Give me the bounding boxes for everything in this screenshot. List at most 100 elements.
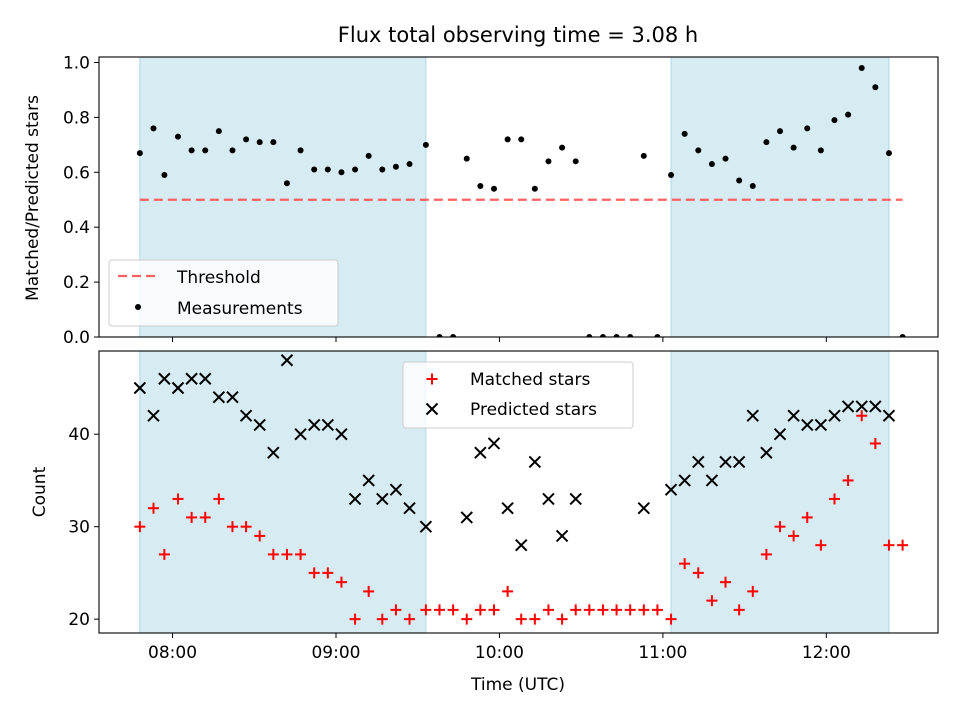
legend-predicted-label: Predicted stars (470, 400, 597, 420)
predicted-point (515, 538, 528, 552)
measurement-point (695, 147, 702, 154)
matched-point (349, 613, 361, 625)
predicted-point (501, 501, 514, 515)
matched-point (679, 558, 691, 570)
predicted-point (185, 372, 198, 385)
matched-point (624, 604, 636, 616)
matched-point (856, 410, 868, 422)
x-tick-label: 12:00 (802, 643, 851, 663)
measurement-point (777, 128, 784, 135)
measurement-point (586, 334, 593, 337)
matched-point (665, 613, 677, 625)
measurement-point (297, 147, 304, 154)
matched-point (447, 604, 459, 616)
measurement-point (463, 155, 470, 162)
predicted-point (841, 400, 855, 413)
y-tick-label: 0.8 (63, 108, 90, 128)
predicted-point (133, 381, 147, 395)
measurement-point (599, 334, 606, 337)
matched-point (308, 567, 320, 579)
measurement-point (627, 334, 634, 337)
legend-predicted-swatch (425, 402, 439, 416)
measurement-point (899, 334, 906, 337)
measurement-point (668, 172, 675, 179)
predicted-point (321, 418, 335, 432)
predicted-point (882, 409, 896, 422)
predicted-point (460, 511, 473, 524)
measurement-point (422, 141, 429, 148)
measurement-point (858, 64, 865, 71)
x-tick-label: 10:00 (475, 643, 524, 663)
predicted-point (376, 492, 389, 506)
axes-frame (98, 350, 939, 634)
matched-point (335, 576, 347, 588)
measurement-point (681, 130, 688, 137)
matched-point (461, 613, 473, 625)
measurement-point (804, 125, 811, 132)
measurement-point (256, 139, 263, 146)
matched-point (515, 613, 527, 625)
measurement-point (640, 152, 647, 159)
y-tick-label: 0.6 (63, 163, 90, 183)
matched-point (488, 604, 500, 616)
measurement-point (708, 161, 715, 168)
x-tick-label: 09:00 (311, 643, 360, 663)
matched-point (733, 604, 745, 616)
predicted-point (855, 400, 868, 413)
predicted-point (147, 409, 160, 422)
predicted-point (487, 437, 501, 450)
matched-point (747, 585, 759, 597)
matched-point (583, 604, 595, 616)
matched-point (788, 530, 800, 542)
measurement-point (379, 166, 386, 173)
predicted-point (239, 409, 253, 422)
predicted-point (474, 446, 487, 459)
measurement-point (572, 158, 579, 165)
matched-point (199, 511, 211, 523)
legend-matched-swatch (426, 373, 438, 385)
matched-point (502, 585, 514, 597)
measurement-point (817, 147, 824, 154)
measurement-point (436, 334, 443, 337)
matched-point (226, 521, 238, 533)
bottom-xlabel: Time (UTC) (470, 675, 565, 695)
matched-point (134, 521, 146, 533)
legend-box (108, 259, 339, 327)
predicted-point (664, 483, 678, 496)
predicted-point (705, 474, 719, 487)
legend-matched-label: Matched stars (470, 370, 590, 390)
matched-point (706, 595, 718, 607)
predicted-point (801, 418, 814, 432)
measurement-point (504, 136, 511, 143)
bottom-panel: 20 30 40 08:00 09:00 10:00 11:00 12:00 Matched s… (68, 350, 939, 663)
measurement-point (490, 185, 497, 192)
y-tick-label: 0.0 (63, 328, 90, 348)
measurement-point (215, 128, 222, 135)
x-tick-label: 11:00 (638, 643, 687, 663)
predicted-point (542, 492, 555, 506)
measurement-point (188, 147, 195, 154)
measurement-point (477, 183, 484, 190)
predicted-point (732, 455, 746, 469)
chart-title: Flux total observing time = 3.08 h (338, 23, 698, 47)
matched-point (213, 493, 225, 505)
matched-point (638, 604, 650, 616)
legend-measurement-label: Measurements (177, 299, 303, 319)
predicted-point (267, 446, 280, 459)
matched-point (883, 539, 895, 551)
predicted-point (171, 381, 185, 395)
matched-point (774, 521, 786, 533)
measurement-point (450, 334, 457, 337)
matched-point (147, 502, 159, 514)
predicted-point (307, 418, 321, 432)
matched-point (869, 437, 881, 449)
x-tick-label: 08:00 (148, 643, 197, 663)
measurement-point (324, 166, 331, 173)
shaded-interval (670, 57, 890, 337)
shaded-interval (139, 351, 427, 633)
measurement-point (338, 169, 345, 176)
predicted-point (828, 409, 841, 422)
matched-point (897, 539, 909, 551)
matched-point (240, 521, 252, 533)
